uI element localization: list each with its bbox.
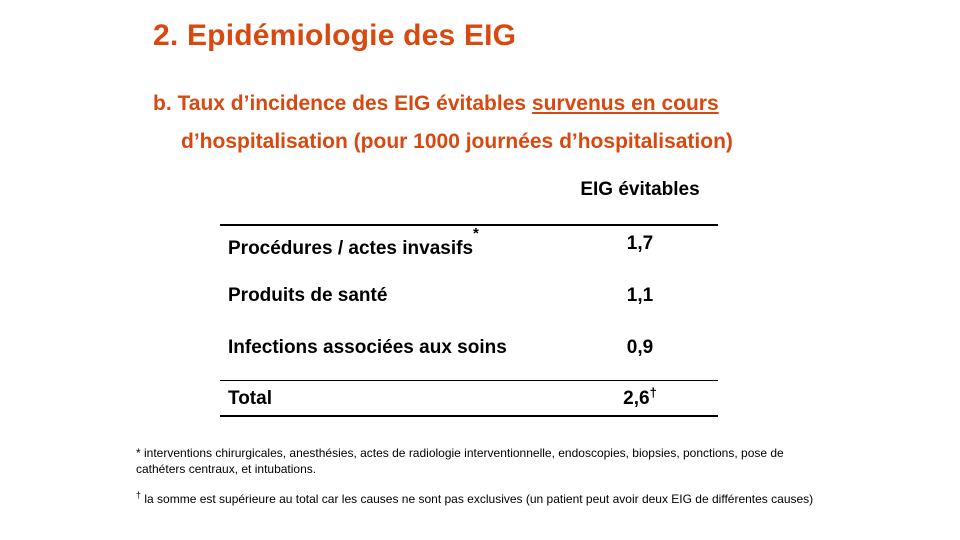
footnote-asterisk: * interventions chirurgicales, anesthési…: [136, 446, 784, 476]
table-row-value: 1,1: [626, 285, 654, 306]
dagger-mark: †: [649, 385, 657, 400]
table-row-label: Procédures / actes invasifs*: [228, 225, 479, 259]
table-bottom-rule: [220, 415, 718, 417]
subtitle: b. Taux d’incidence des EIG évitables su…: [153, 85, 853, 161]
table-row-label: Infections associées aux soins: [228, 337, 507, 358]
table-row-value: 0,9: [626, 337, 654, 358]
table-mid-rule: [220, 380, 718, 381]
subtitle-underlined: survenus en cours: [531, 92, 719, 115]
table-top-rule: [220, 224, 718, 226]
total-value: 2,6†: [623, 385, 657, 409]
footnote-dagger: † la somme est supérieure au total car l…: [136, 490, 814, 506]
dagger-mark: †: [136, 490, 142, 500]
table-row-label: Produits de santé: [228, 285, 388, 306]
column-header: EIG évitables: [580, 179, 700, 200]
page-title: 2. Epidémiologie des EIG: [153, 19, 517, 52]
table-row-value: 1,7: [626, 233, 654, 254]
subtitle-line2: d’hospitalisation (pour 1000 journées d’…: [181, 130, 733, 153]
total-label: Total: [228, 388, 272, 409]
asterisk-mark: *: [473, 225, 479, 242]
subtitle-text: b. Taux d’incidence des EIG évitables: [153, 92, 532, 115]
